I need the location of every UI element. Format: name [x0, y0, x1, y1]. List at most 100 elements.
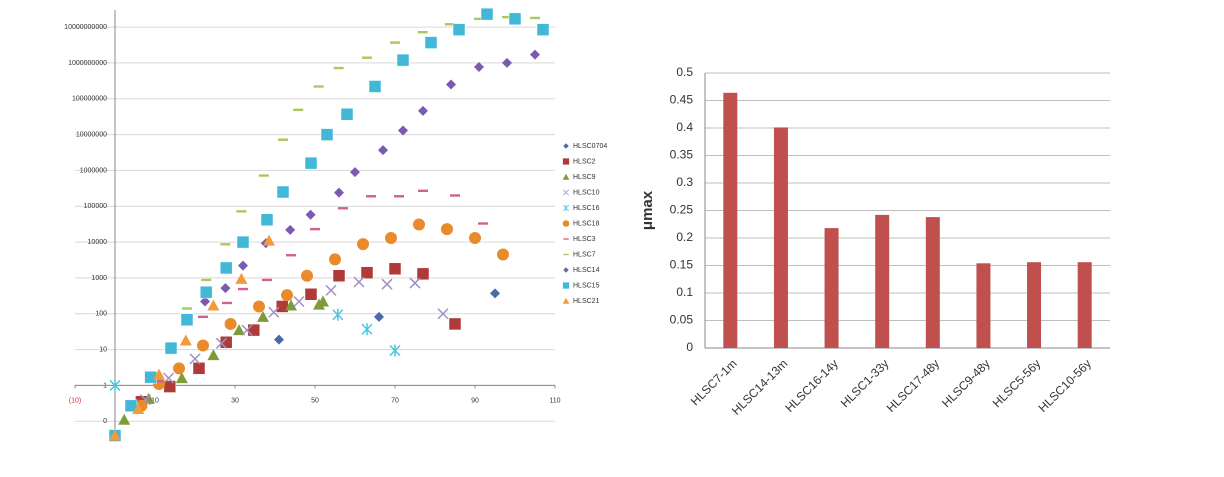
- legend-label: HLSC15: [573, 282, 600, 289]
- x-tick-label: 110: [549, 397, 560, 404]
- point: [132, 402, 145, 414]
- point: [257, 310, 269, 322]
- y-tick-label: 100: [95, 311, 107, 318]
- point: [260, 213, 274, 227]
- point: [262, 278, 272, 282]
- point: [502, 57, 512, 68]
- point: [153, 368, 165, 380]
- point: [180, 313, 194, 327]
- legend-marker: [562, 204, 570, 212]
- y-tick-label: 10000000000: [64, 24, 107, 31]
- point: [310, 227, 320, 231]
- y-tick-label: 0.5: [676, 65, 693, 79]
- y-tick-label: 0.15: [670, 258, 694, 272]
- point: [304, 288, 318, 301]
- point: [163, 380, 177, 393]
- point: [278, 138, 288, 141]
- point: [325, 284, 337, 296]
- point: [189, 353, 201, 365]
- x-tick-label: HLSC10-56y: [1036, 356, 1094, 414]
- point: [340, 107, 354, 121]
- point: [263, 234, 275, 246]
- bar: [925, 217, 940, 348]
- y-axis-label: μmax: [639, 190, 656, 230]
- legend-label: HLSC3: [573, 236, 596, 243]
- point: [313, 85, 324, 88]
- point: [441, 223, 453, 236]
- y-tick-label: 100000000: [72, 96, 107, 103]
- legend-label: HLSC16: [573, 205, 600, 212]
- y-tick-label: 10000000: [76, 131, 107, 138]
- point: [301, 269, 313, 282]
- x-tick-label: 50: [311, 397, 319, 404]
- y-tick-label: 0.45: [670, 93, 694, 107]
- point: [268, 306, 280, 318]
- bar: [875, 214, 890, 348]
- point: [418, 189, 428, 193]
- y-tick-label: 0.1: [676, 285, 693, 299]
- point: [385, 232, 397, 245]
- point: [173, 362, 185, 375]
- point: [508, 12, 522, 26]
- point: [357, 238, 369, 251]
- y-tick-label: 0.25: [670, 203, 694, 217]
- point: [320, 128, 334, 141]
- point: [220, 283, 231, 294]
- point: [362, 56, 372, 59]
- legend-marker: [562, 173, 570, 180]
- point: [199, 285, 213, 299]
- legend-marker: [563, 267, 569, 273]
- bar-chart: 0 0.05 0.1 0.15 0.2 0.25 0.3 0.35 0.4 0.45 0.5 μmax…: [639, 65, 1110, 418]
- point: [258, 174, 269, 177]
- point: [497, 248, 509, 261]
- point: [236, 235, 250, 249]
- bar: [723, 92, 738, 348]
- y-tick-label: 0.4: [676, 120, 693, 134]
- point: [446, 79, 456, 90]
- legend-label: HLSC14: [573, 267, 600, 274]
- x-tick-label: (10): [69, 397, 81, 404]
- legend-marker: [562, 282, 570, 289]
- point: [236, 210, 247, 213]
- point: [389, 344, 401, 357]
- x-tick-label: HLSC7-1m: [688, 356, 740, 408]
- bar: [1027, 262, 1042, 348]
- point: [241, 324, 253, 336]
- y-tick-label: 0: [103, 418, 107, 425]
- point: [417, 31, 428, 34]
- point: [222, 301, 232, 305]
- point: [275, 300, 289, 313]
- x-tick-label: HLSC5-56y: [990, 356, 1044, 410]
- point: [200, 296, 210, 307]
- legend-label: HLSC21: [573, 298, 600, 305]
- point: [247, 323, 261, 337]
- scatter-chart: 0 110 100 1000 10000 100000 1000000 10000000 100…: [64, 7, 607, 442]
- legend-marker: [562, 297, 570, 304]
- point: [179, 334, 192, 346]
- y-tick-label: 0.3: [676, 175, 693, 189]
- bar: [1077, 262, 1092, 348]
- y-tick-label: 1000: [91, 275, 107, 282]
- point: [220, 243, 231, 246]
- point: [530, 49, 540, 60]
- bar: [824, 228, 839, 348]
- point: [396, 53, 410, 67]
- point: [490, 288, 500, 299]
- point: [409, 277, 421, 289]
- point: [444, 23, 455, 26]
- legend-marker: [562, 158, 570, 165]
- point: [437, 308, 449, 320]
- point: [293, 295, 305, 308]
- point: [502, 15, 512, 19]
- bar: [976, 263, 991, 348]
- point: [118, 413, 131, 425]
- legend-label: HLSC18: [573, 220, 600, 227]
- point: [182, 307, 192, 310]
- legend-marker: [563, 143, 569, 149]
- y-tick-label: 0: [686, 340, 693, 354]
- legend-marker: [562, 220, 570, 227]
- point: [350, 167, 360, 178]
- point: [304, 156, 318, 170]
- y-tick-label: 10: [99, 346, 107, 353]
